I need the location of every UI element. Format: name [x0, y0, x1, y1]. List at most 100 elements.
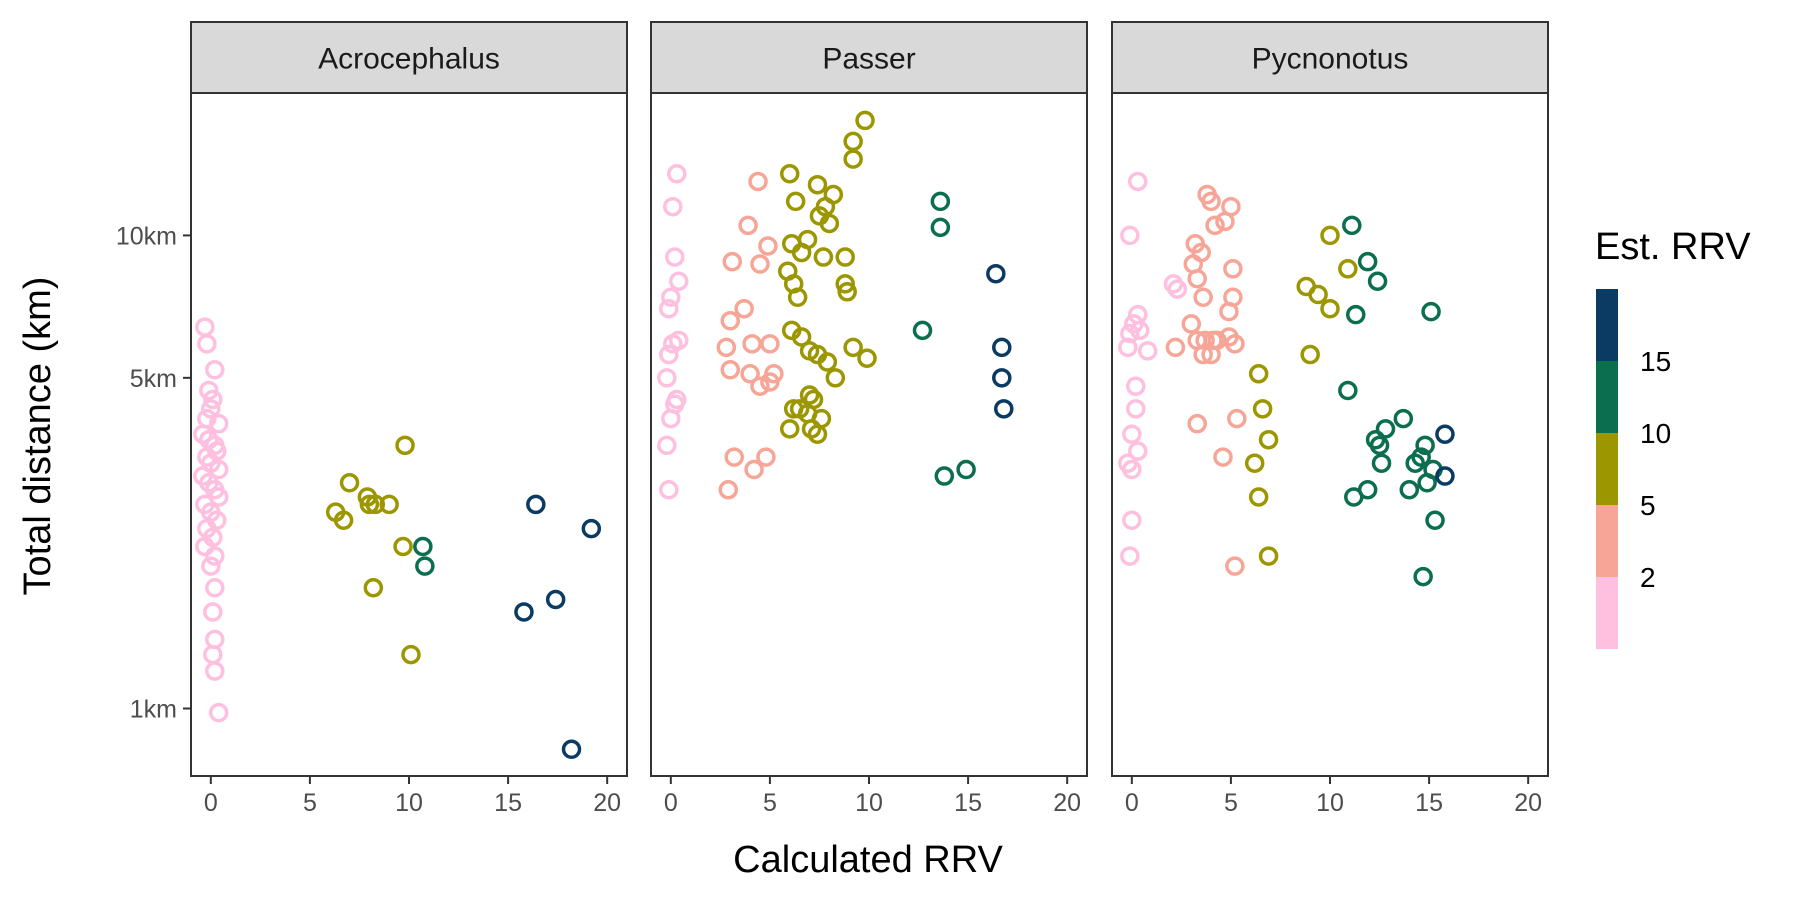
data-point	[744, 459, 764, 480]
data-point	[843, 149, 863, 169]
y-tick-label: 1km	[130, 696, 177, 724]
data-point	[197, 334, 217, 354]
data-point	[665, 247, 685, 267]
facet-points	[1118, 171, 1455, 587]
data-point	[1258, 546, 1279, 566]
data-point	[1129, 320, 1150, 341]
data-point	[837, 282, 857, 302]
legend: Est. RRV 2 5 10 15	[1595, 226, 1751, 649]
data-point	[668, 271, 689, 292]
data-point	[1258, 429, 1279, 450]
data-point	[1122, 424, 1142, 444]
facet-strip-label: Pycnonotus	[1252, 43, 1409, 76]
data-point	[1137, 341, 1158, 361]
data-point	[748, 171, 768, 192]
facet-strip	[190, 21, 628, 94]
data-point	[1369, 435, 1390, 456]
x-tick-label: 10	[855, 789, 883, 817]
y-tick-label: 10km	[116, 222, 177, 250]
data-point	[994, 399, 1014, 419]
facet-points	[657, 110, 1014, 500]
data-point	[1435, 424, 1455, 444]
data-point	[205, 661, 225, 681]
data-point	[722, 251, 743, 272]
data-point	[742, 334, 762, 354]
legend-color-bin	[1596, 433, 1618, 505]
x-tick-label: 0	[664, 789, 678, 817]
data-point	[1122, 510, 1142, 530]
data-point	[1128, 441, 1148, 461]
data-point	[208, 413, 229, 434]
x-axis: 0 5 10 15 20	[664, 776, 1081, 817]
data-point	[208, 459, 229, 480]
data-point	[663, 334, 683, 354]
data-point	[1219, 301, 1239, 322]
x-tick-label: 10	[1316, 789, 1344, 817]
data-point	[992, 337, 1012, 358]
facet-plot-area	[650, 92, 1088, 777]
data-point	[734, 298, 754, 319]
data-point	[1248, 364, 1269, 384]
x-tick-label: 0	[1125, 789, 1139, 817]
facet-panel: Pycnonotus 0 5 10 15 20	[1111, 21, 1549, 817]
x-axis-title: Calculated RRV	[733, 839, 1003, 881]
data-point	[203, 389, 223, 410]
data-point	[956, 459, 976, 480]
data-point	[1205, 215, 1225, 236]
data-point	[1213, 447, 1233, 467]
data-point	[1126, 399, 1146, 419]
data-point	[1300, 344, 1320, 365]
data-point	[1201, 191, 1221, 212]
data-point	[395, 435, 415, 456]
data-point	[750, 376, 770, 396]
data-point	[1338, 259, 1358, 279]
facet-plot-area	[190, 92, 628, 777]
data-point	[1187, 268, 1207, 289]
data-point	[855, 110, 875, 131]
y-axis: 1km 5km 10km	[116, 222, 191, 724]
data-point	[1120, 546, 1140, 566]
data-point	[359, 494, 380, 515]
data-point	[817, 352, 838, 372]
legend-title: Est. RRV	[1595, 226, 1751, 268]
facet-strip-label: Acrocephalus	[318, 43, 500, 76]
data-point	[1252, 399, 1273, 419]
data-point	[1227, 408, 1247, 429]
data-point	[659, 298, 679, 319]
facet-strip-label: Passer	[822, 43, 915, 76]
legend-label: 5	[1640, 490, 1656, 521]
legend-color-bin	[1596, 361, 1618, 433]
data-point	[857, 348, 877, 368]
data-point	[799, 385, 820, 405]
data-point	[581, 518, 602, 539]
data-point	[401, 644, 421, 665]
y-axis-title: Total distance (km)	[17, 277, 59, 596]
data-point	[791, 327, 812, 347]
data-point	[208, 702, 229, 723]
data-point	[1399, 479, 1420, 500]
legend-label: 10	[1640, 418, 1671, 449]
data-point	[657, 368, 677, 388]
data-point	[1413, 566, 1433, 587]
data-point	[667, 164, 687, 184]
data-point	[1225, 334, 1245, 354]
data-point	[1167, 279, 1188, 299]
data-point	[1338, 380, 1358, 401]
x-tick-label: 15	[494, 789, 522, 817]
data-point	[807, 424, 828, 444]
data-point	[1342, 215, 1362, 236]
data-point	[205, 360, 225, 380]
x-tick-label: 5	[1224, 789, 1238, 817]
data-point	[199, 380, 219, 401]
data-point	[657, 435, 677, 456]
data-point	[1122, 459, 1142, 480]
data-point	[718, 479, 739, 500]
data-point	[1417, 473, 1437, 493]
legend-label: 2	[1640, 562, 1656, 593]
data-point	[738, 215, 758, 236]
data-point	[791, 242, 812, 263]
data-point	[835, 274, 855, 294]
data-point	[1193, 344, 1213, 365]
data-point	[1435, 466, 1455, 486]
data-point	[1193, 287, 1213, 308]
